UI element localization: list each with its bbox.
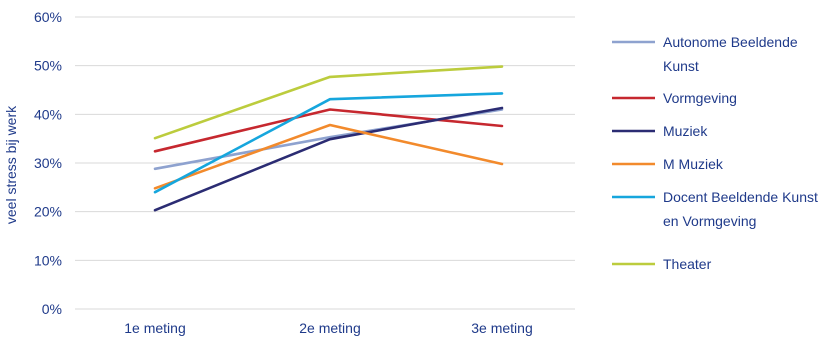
- series-line-6: [153, 65, 504, 140]
- legend-label: Autonome Beeldende: [663, 34, 798, 50]
- x-axis-ticks: 1e meting 2e meting 3e meting: [124, 320, 532, 336]
- y-tick-label: 60%: [34, 9, 62, 25]
- series-lines: [153, 65, 504, 212]
- x-tick-label: 1e meting: [124, 320, 185, 336]
- x-tick-label: 3e meting: [471, 320, 532, 336]
- y-tick-label: 20%: [34, 204, 62, 220]
- legend-label: M Muziek: [663, 156, 724, 172]
- legend-label: Docent Beeldende Kunst: [663, 189, 818, 205]
- y-axis-label: veel stress bij werk: [3, 105, 19, 224]
- legend-label: Vormgeving: [663, 90, 737, 106]
- series-line-5: [153, 92, 504, 194]
- series-line-4: [153, 123, 504, 190]
- legend-item: Theater: [612, 256, 712, 272]
- y-tick-label: 10%: [34, 252, 62, 268]
- legend-label: Kunst: [663, 58, 699, 74]
- y-tick-label: 30%: [34, 155, 62, 171]
- legend: Autonome Beeldende Kunst Vormgeving Muziek M…: [612, 34, 818, 272]
- series-line-2: [153, 108, 504, 153]
- y-tick-label: 40%: [34, 106, 62, 122]
- x-tick-label: 2e meting: [299, 320, 360, 336]
- y-tick-label: 0%: [42, 301, 62, 317]
- legend-item: Vormgeving: [612, 90, 737, 106]
- legend-item: Muziek: [612, 123, 708, 139]
- y-tick-label: 50%: [34, 58, 62, 74]
- gridlines: [75, 16, 575, 310]
- legend-item: Autonome Beeldende Kunst: [612, 34, 798, 74]
- series-line-3: [153, 106, 504, 212]
- legend-label: Muziek: [663, 123, 708, 139]
- legend-item: M Muziek: [612, 156, 724, 172]
- legend-label: en Vormgeving: [663, 213, 756, 229]
- y-axis-ticks: 0% 10% 20% 30% 40% 50% 60%: [34, 9, 62, 317]
- legend-item: Docent Beeldende Kunst en Vormgeving: [612, 189, 818, 229]
- legend-label: Theater: [663, 256, 712, 272]
